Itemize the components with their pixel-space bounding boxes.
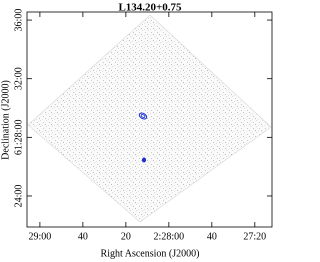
y-tick-label: 61:28:00 [13,120,24,156]
y-tick-label: 32:00 [13,67,24,90]
y-tick-label: 36:00 [13,9,24,32]
x-tick-label: 40 [78,231,88,242]
chart: L134.20+0.75 Right Ascension (J2000) Dec… [0,2,273,259]
chart-title: L134.20+0.75 [118,2,182,14]
contour [138,112,148,120]
sky-image [27,14,272,223]
y-axis-label: Declination (J2000) [0,80,11,160]
contour [142,157,146,163]
x-tick-label: 40 [207,231,217,242]
y-tick-label: 24:00 [13,185,24,208]
x-tick-label: 2:28:00 [154,231,185,242]
contour [140,114,146,118]
plot-frame [26,11,273,228]
x-tick-label: 27:20 [243,231,266,242]
x-axis-label: Right Ascension (J2000) [101,248,200,259]
x-tick-label: 20 [121,231,131,242]
x-tick-label: 29:00 [29,231,52,242]
